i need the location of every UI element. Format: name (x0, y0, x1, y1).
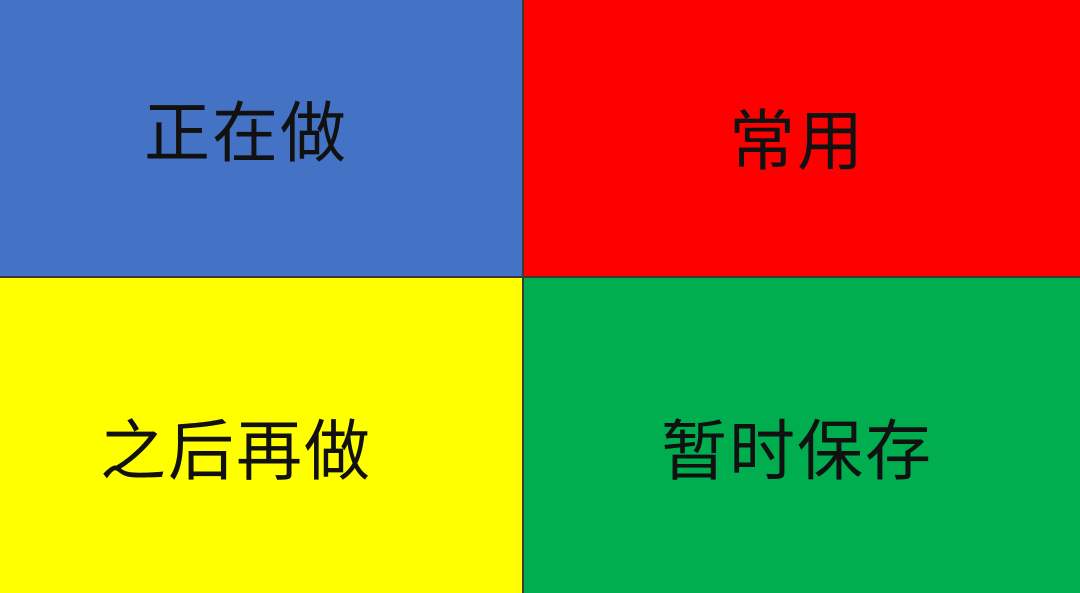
quadrant-temporary-label: 暂时保存 (661, 412, 933, 490)
quadrant-doing: 正在做 (0, 0, 522, 276)
quadrant-doing-label: 正在做 (144, 95, 348, 172)
quadrant-frequent-label: 常用 (729, 103, 865, 180)
quadrant-frequent: 常用 (524, 0, 1080, 276)
quadrant-later: 之后再做 (0, 278, 522, 593)
quadrant-later-label: 之后再做 (100, 412, 372, 490)
quadrant-temporary: 暂时保存 (524, 278, 1080, 593)
